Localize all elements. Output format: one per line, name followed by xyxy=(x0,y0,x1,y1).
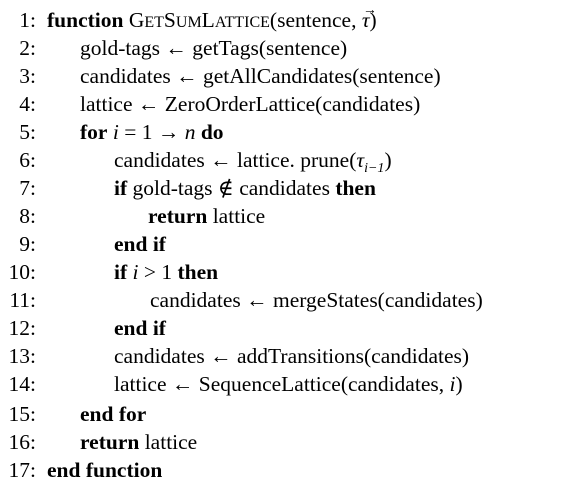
keyword-function: function xyxy=(47,8,124,32)
line-number: 4: xyxy=(19,92,36,116)
line-number: 17: xyxy=(8,458,36,482)
loop-variable: i xyxy=(112,120,119,144)
assign-value: ZeroOrderLattice(candidates) xyxy=(164,92,421,116)
if-statement: if gold-tags ∉ candidates then xyxy=(114,174,376,202)
assign-target: lattice xyxy=(80,92,133,116)
return-value: lattice xyxy=(144,430,198,454)
assign-arrow: ← xyxy=(210,148,232,172)
loop-variable: i xyxy=(449,372,456,396)
line-number: 3: xyxy=(19,64,36,88)
tau-subscript: i−1 xyxy=(364,161,385,176)
loop-range: = 1 → xyxy=(124,120,180,144)
assignment: candidates ← getAllCandidates(sentence) xyxy=(80,62,441,90)
assign-arrow: ← xyxy=(165,36,187,60)
line-number: 14: xyxy=(8,372,36,396)
line-number: 5: xyxy=(19,120,36,144)
line-number: 11: xyxy=(9,288,36,312)
line-number: 7: xyxy=(19,176,36,200)
assign-target: gold-tags xyxy=(80,36,161,60)
line-number: 8: xyxy=(19,204,36,228)
return-value: lattice xyxy=(212,204,266,228)
tau-vector: τ → xyxy=(362,3,377,34)
return-statement: return lattice xyxy=(148,202,265,230)
keyword-do: do xyxy=(200,120,224,144)
assignment: candidates ← lattice. prune(τi−1) xyxy=(114,146,392,183)
keyword-if: if xyxy=(114,176,128,200)
keyword-end-for: end for xyxy=(80,402,147,426)
loop-bound: n xyxy=(184,120,196,144)
assign-value: getAllCandidates(sentence) xyxy=(203,64,441,88)
for-loop-header: for i = 1 → n do xyxy=(80,118,224,146)
line-number: 13: xyxy=(8,344,36,368)
if-condition: gold-tags ∉ candidates xyxy=(132,176,330,200)
return-statement: return lattice xyxy=(80,428,197,456)
keyword-if: if xyxy=(114,260,128,284)
assign-arrow: ← xyxy=(246,288,268,312)
assign-arrow: ← xyxy=(137,92,160,116)
keyword-return: return xyxy=(148,204,208,228)
function-signature: function GETSUMLATTICE(sentence, τ →) xyxy=(47,3,377,37)
assign-target: candidates xyxy=(114,148,205,172)
assignment: candidates ← mergeStates(candidates) xyxy=(150,286,483,314)
if-statement: if i > 1 then xyxy=(114,258,218,286)
assign-arrow: ← xyxy=(210,344,232,368)
assignment: candidates ← addTransitions(candidates) xyxy=(114,342,469,370)
keyword-end-if: end if xyxy=(114,232,166,256)
keyword-end-function: end function xyxy=(47,458,163,482)
if-condition: > 1 xyxy=(143,260,173,284)
function-args-open: (sentence, xyxy=(269,8,362,32)
line-number: 12: xyxy=(8,316,36,340)
assign-value: addTransitions(candidates) xyxy=(237,344,470,368)
keyword-then: then xyxy=(335,176,376,200)
assign-value: mergeStates(candidates) xyxy=(273,288,483,312)
vector-arrow-icon: → xyxy=(362,3,377,18)
function-args-close: ) xyxy=(369,8,377,32)
assign-target: candidates xyxy=(114,344,205,368)
assign-arrow: ← xyxy=(176,64,198,88)
loop-variable: i xyxy=(132,260,139,284)
assign-target: candidates xyxy=(150,288,241,312)
tau-symbol: τ xyxy=(356,148,365,172)
line-number: 1: xyxy=(19,8,36,32)
assign-target: candidates xyxy=(80,64,171,88)
line-number: 15: xyxy=(8,402,36,426)
line-number: 16: xyxy=(8,430,36,454)
assign-arrow: ← xyxy=(171,372,194,396)
assignment: gold-tags ← getTags(sentence) xyxy=(80,34,347,62)
line-number: 9: xyxy=(19,232,36,256)
keyword-return: return xyxy=(80,430,140,454)
line-number: 2: xyxy=(19,36,36,60)
assign-value: getTags(sentence) xyxy=(192,36,348,60)
assign-value: lattice. prune(τi−1) xyxy=(237,148,392,176)
line-number: 10: xyxy=(8,260,36,284)
assignment: lattice ← ZeroOrderLattice(candidates) xyxy=(80,90,420,118)
keyword-end-if: end if xyxy=(114,316,166,340)
assign-target: lattice xyxy=(114,372,167,396)
assign-value: SequenceLattice(candidates, i) xyxy=(198,372,463,396)
function-name: GETSUMLATTICE xyxy=(128,8,270,32)
keyword-for: for xyxy=(80,120,108,144)
line-number: 6: xyxy=(19,148,36,172)
keyword-then: then xyxy=(177,260,219,284)
assignment: lattice ← SequenceLattice(candidates, i) xyxy=(114,370,463,398)
